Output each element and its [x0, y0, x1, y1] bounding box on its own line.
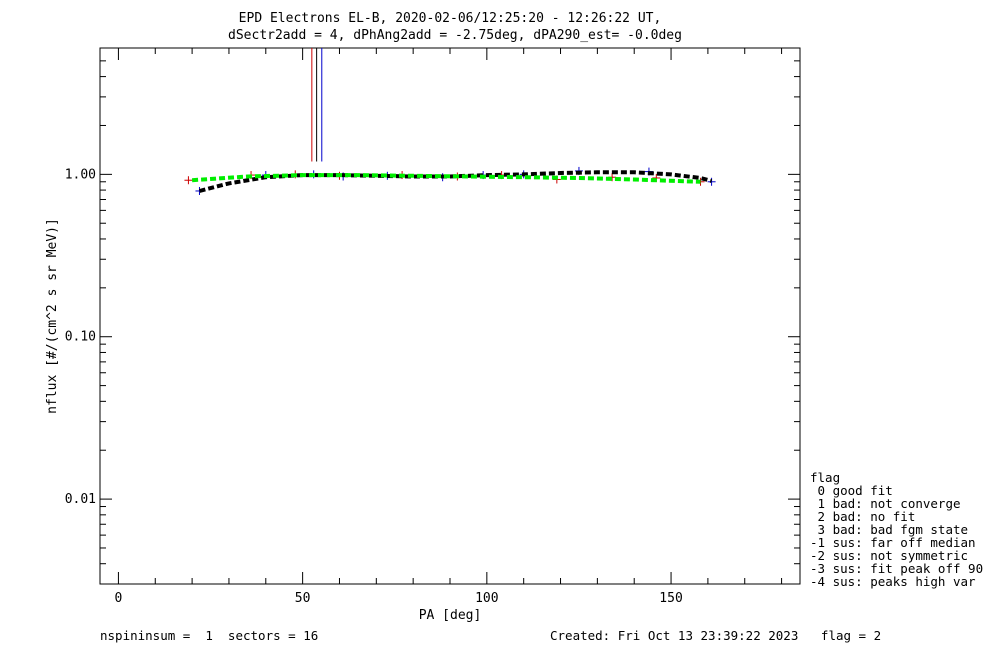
series-marks — [184, 48, 716, 195]
y-axis-label: nflux [#/(cm^2 s sr MeV)] — [45, 218, 60, 414]
x-axis-label: PA [deg] — [419, 608, 482, 623]
legend: flag 0 good fit 1 bad: not converge 2 ba… — [810, 470, 983, 589]
legend-item: -1 sus: far off median — [810, 535, 976, 550]
y-tick-label: 0.10 — [65, 330, 96, 345]
plot-frame — [99, 47, 801, 585]
x-tick-label: 150 — [659, 591, 682, 606]
legend-item: -2 sus: not symmetric — [810, 548, 968, 563]
chart-subtitle: dSectr2add = 4, dPhAng2add = -2.75deg, d… — [228, 28, 682, 43]
legend-item: 3 bad: bad fgm state — [810, 522, 968, 537]
footer-right: Created: Fri Oct 13 23:39:22 2023 flag =… — [550, 628, 881, 643]
chart-title: EPD Electrons EL-B, 2020-02-06/12:25:20 … — [239, 11, 662, 26]
data-point — [184, 176, 193, 185]
fit-curve — [191, 173, 701, 184]
y-tick-label: 0.01 — [65, 492, 96, 507]
legend-item: 0 good fit — [810, 483, 893, 498]
legend-item: 1 bad: not converge — [810, 496, 961, 511]
legend-title: flag — [810, 470, 840, 485]
legend-item: 2 bad: no fit — [810, 509, 915, 524]
legend-item: -3 sus: fit peak off 90 — [810, 561, 983, 576]
footer-left: nspininsum = 1 sectors = 16 — [100, 628, 318, 643]
x-tick-label: 100 — [475, 591, 498, 606]
axes: 0 50 100 150 0.01 0.10 1.00 — [65, 47, 800, 606]
legend-item: -4 sus: peaks high var — [810, 574, 976, 589]
y-tick-label: 1.00 — [65, 167, 96, 182]
x-tick-label: 50 — [295, 591, 311, 606]
x-tick-label: 0 — [115, 591, 123, 606]
